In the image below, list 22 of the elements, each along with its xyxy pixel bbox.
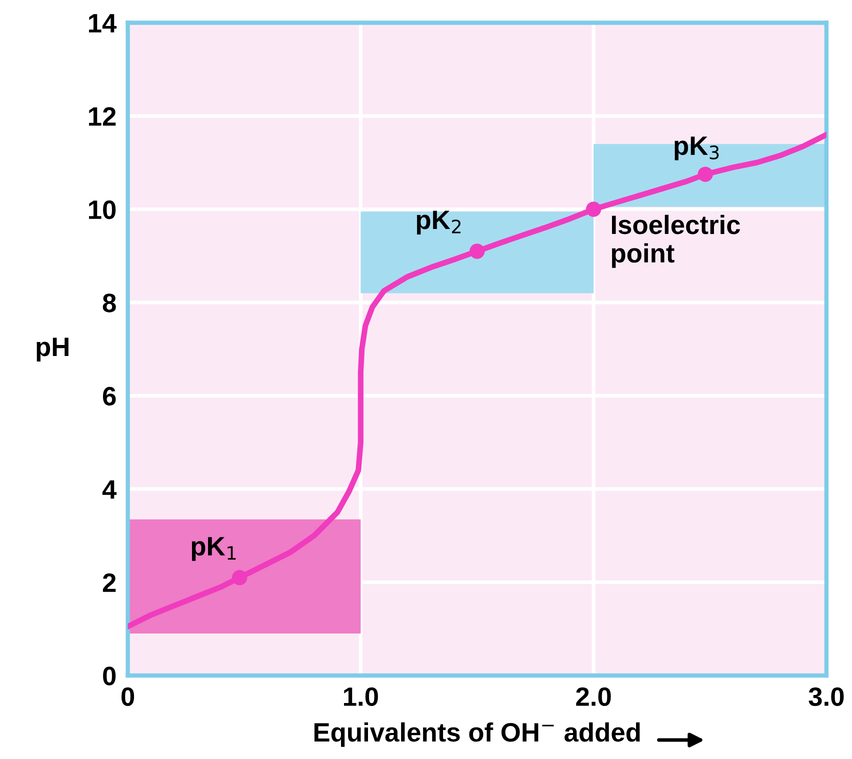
annotation: pK$_{3}$	[674, 136, 719, 160]
y-tick-label: 2	[102, 573, 116, 592]
x-tick-label: 1.0	[344, 687, 378, 706]
y-tick-label: 12	[89, 107, 116, 126]
point	[232, 570, 248, 586]
annotation: pK$_{2}$	[416, 210, 461, 234]
y-tick-label: 14	[89, 14, 117, 32]
annotation: Isoelectric point	[612, 214, 740, 268]
point	[698, 166, 713, 182]
y-axis-title: pH	[36, 338, 68, 362]
y-tick-label: 4	[102, 480, 117, 499]
x-tick-label: 3.0	[808, 687, 844, 706]
y-tick-label: 10	[89, 200, 116, 220]
x-tick-label: 0	[122, 687, 134, 706]
point	[586, 202, 602, 217]
y-tick-label: 0	[103, 666, 116, 686]
x-axis-title: Equivalents of OH$^{−}$ added	[314, 722, 640, 747]
x-tick-label: 2.0	[576, 687, 611, 706]
y-tick-label: 6	[102, 386, 116, 406]
point	[470, 244, 485, 259]
annotation: pK$_{1}$	[192, 537, 236, 561]
y-tick-label: 8	[102, 294, 116, 312]
